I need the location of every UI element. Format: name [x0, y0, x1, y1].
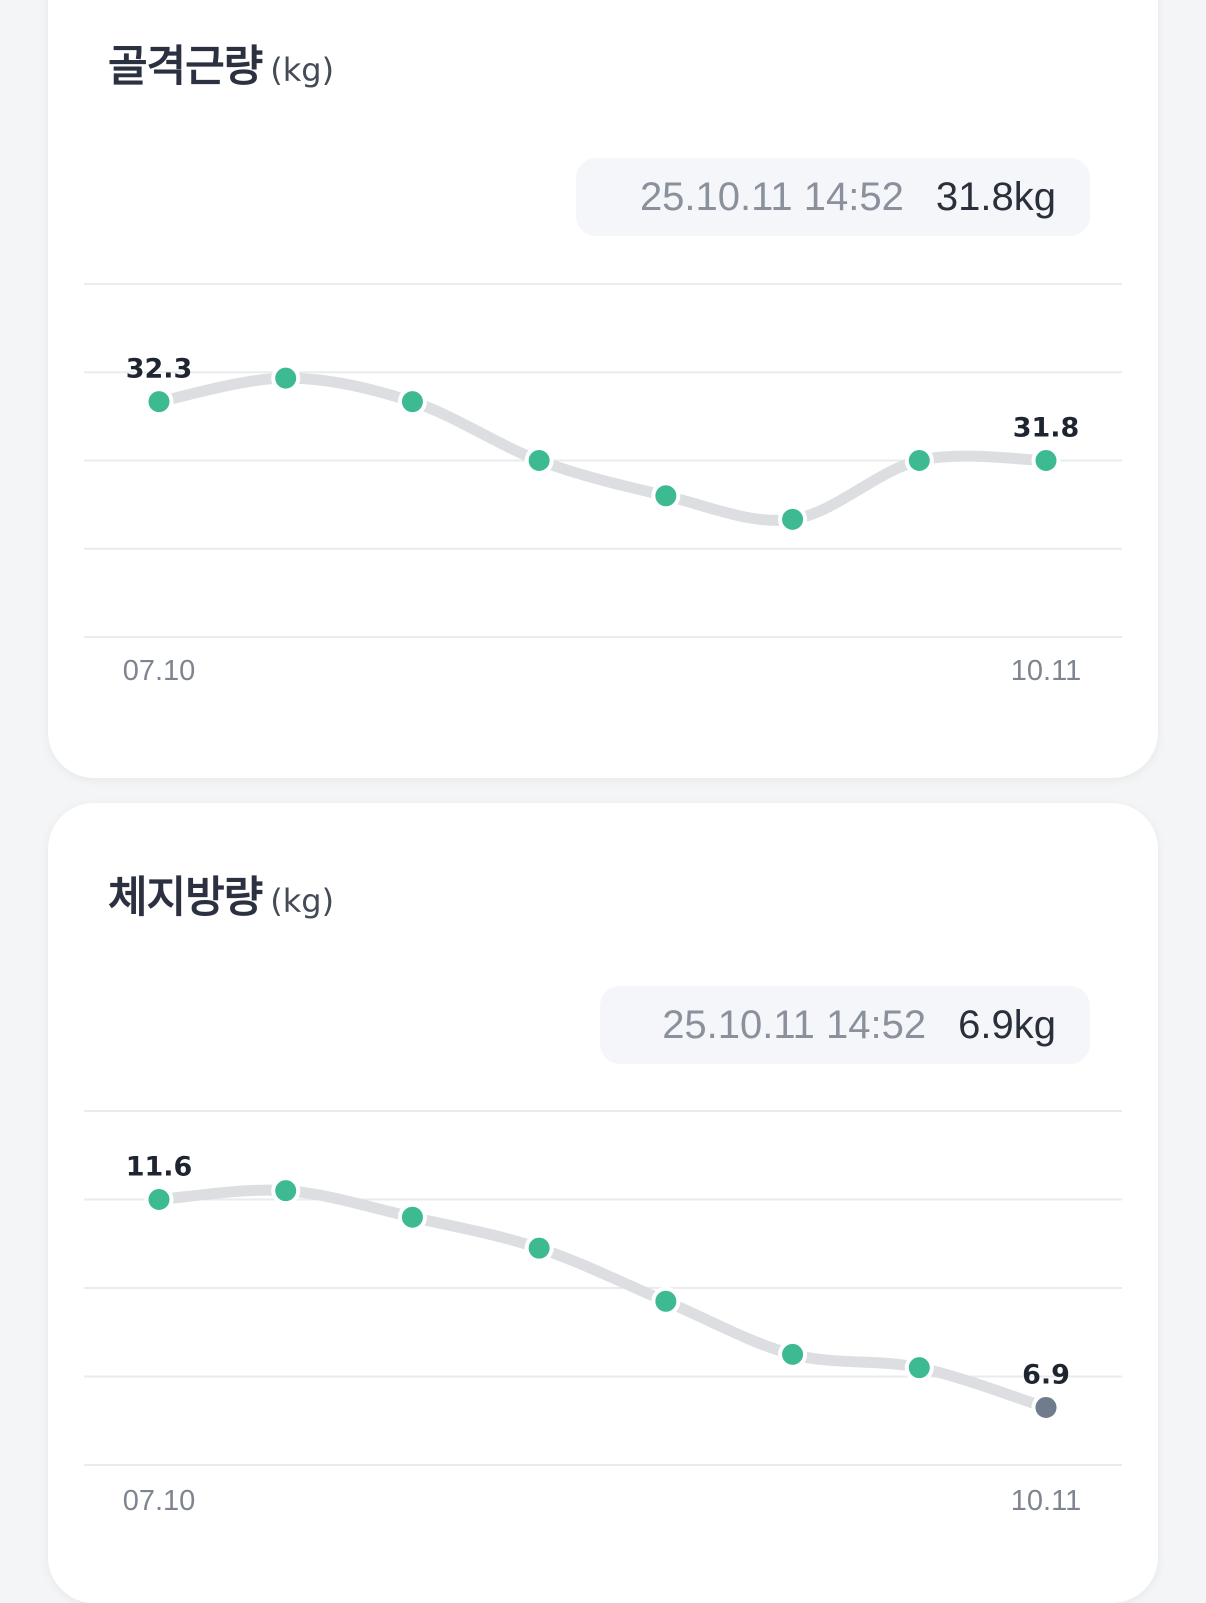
skeletal-muscle-card: 골격근량 (kg) 25.10.11 14:52 31.8kg 32.3 31.8… [48, 0, 1158, 778]
body-fat-card: 체지방량 (kg) 25.10.11 14:52 6.9kg 11.6 6.9 07… [48, 803, 1158, 1603]
data-point[interactable] [524, 1233, 554, 1263]
x-tick-label: 10.11 [1011, 1485, 1081, 1517]
point-value-label: 31.8 [1013, 413, 1080, 444]
data-point[interactable] [397, 1202, 427, 1232]
x-tick-label: 07.10 [123, 655, 196, 687]
selected-point-readout: 25.10.11 14:52 31.8kg [576, 158, 1090, 236]
data-point[interactable] [271, 1176, 301, 1206]
data-point[interactable] [778, 504, 808, 534]
card-unit: (kg) [270, 882, 335, 920]
point-value-label: 11.6 [126, 1152, 193, 1183]
data-point[interactable] [397, 387, 427, 417]
data-point[interactable] [144, 1185, 174, 1214]
skeletal-muscle-chart[interactable]: 32.3 31.8 07.10 10.11 [48, 0, 1158, 778]
card-header: 체지방량 (kg) [108, 863, 334, 925]
card-header: 골격근량 (kg) [108, 32, 334, 94]
readout-value: 31.8kg [935, 174, 1056, 219]
point-value-label: 6.9 [1022, 1359, 1070, 1390]
readout-timestamp: 25.10.11 14:52 [639, 174, 904, 219]
data-point[interactable] [904, 446, 934, 475]
x-tick-label: 07.10 [123, 1485, 196, 1517]
card-unit: (kg) [270, 51, 335, 89]
selected-point-readout: 25.10.11 14:52 6.9kg [600, 986, 1090, 1064]
data-point[interactable] [651, 481, 681, 511]
body-fat-chart[interactable]: 11.6 6.9 07.10 10.11 [48, 803, 1158, 1603]
data-point[interactable] [1031, 446, 1061, 475]
data-point[interactable] [524, 446, 554, 475]
data-point[interactable] [271, 363, 301, 393]
x-tick-label: 10.11 [1011, 655, 1081, 687]
data-point[interactable] [1031, 1392, 1061, 1422]
point-value-label: 32.3 [126, 354, 193, 385]
readout-value: 6.9kg [958, 1002, 1056, 1047]
data-point[interactable] [904, 1353, 934, 1383]
data-point[interactable] [144, 387, 174, 417]
card-title: 골격근량 [108, 42, 263, 92]
card-title: 체지방량 [108, 873, 263, 923]
data-point[interactable] [651, 1286, 681, 1316]
series-line [153, 372, 1052, 526]
data-point[interactable] [778, 1339, 808, 1369]
readout-timestamp: 25.10.11 14:52 [662, 1002, 927, 1047]
